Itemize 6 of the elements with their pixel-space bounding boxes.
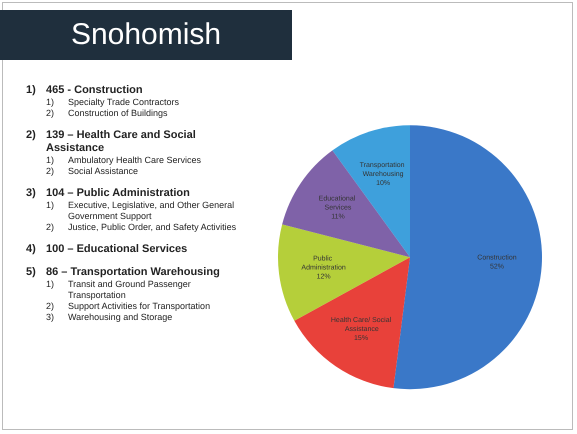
text: 4) 100 – Educational Services <box>26 243 188 256</box>
text: 5) 86 – Transportation Warehousing 1) Transit and Ground Passenger Transportation 2) Support Activities for Transportation 3) Warehousing and Storage <box>26 266 220 322</box>
text: 2) 139 – Health Care and Social Assistance 1) Ambulatory Health Care Services 2) Social Assistance <box>26 129 202 176</box>
text: 1) 465 - Construction 1) Specialty Trade Contractors 2) Construction of Buildings <box>26 84 180 118</box>
text: 3) 104 – Public Administration 1) Executive, Legislative, and Other General Government Support 2) Justice, Public Order, and Safety Activities <box>26 187 236 232</box>
chart-title: Snohomish <box>0 10 292 60</box>
